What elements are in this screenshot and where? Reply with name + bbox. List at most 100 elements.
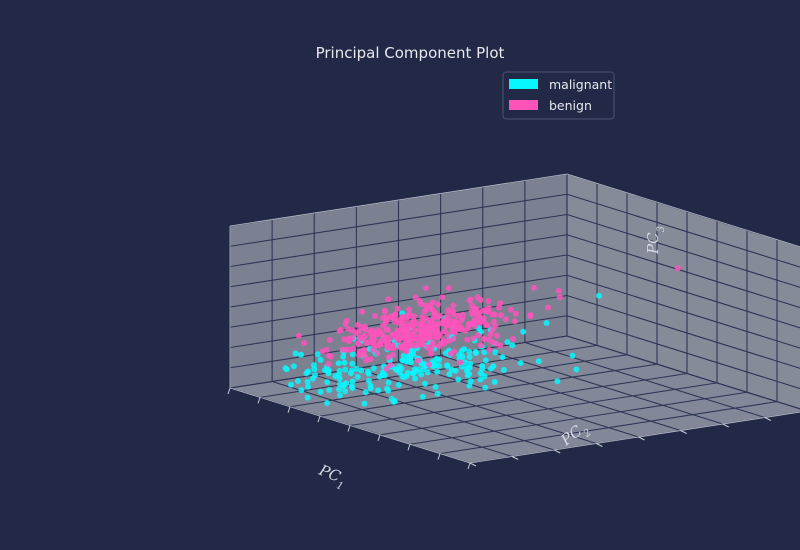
point-benign xyxy=(510,336,516,342)
point-malignant xyxy=(463,367,470,374)
legend-label-malignant: malignant xyxy=(549,77,612,92)
legend-swatch-benign xyxy=(509,100,538,110)
left-grid-line xyxy=(229,234,568,288)
point-benign xyxy=(439,294,446,301)
point-benign xyxy=(410,317,417,324)
scatter-points xyxy=(282,265,681,407)
axis-tick xyxy=(722,423,729,428)
point-benign xyxy=(454,312,461,319)
point-malignant xyxy=(399,373,406,380)
point-benign xyxy=(319,348,326,355)
point-benign xyxy=(450,335,457,342)
point-malignant xyxy=(419,393,426,400)
point-malignant xyxy=(317,388,324,395)
point-malignant xyxy=(335,371,342,378)
point-malignant xyxy=(349,378,356,385)
point-malignant xyxy=(354,373,361,380)
point-benign xyxy=(399,313,406,320)
point-benign xyxy=(477,319,484,326)
point-malignant xyxy=(311,366,318,373)
point-malignant xyxy=(341,359,348,366)
point-benign xyxy=(355,341,362,347)
point-malignant xyxy=(499,354,506,361)
point-benign xyxy=(497,312,504,319)
point-malignant xyxy=(554,378,561,385)
point-benign xyxy=(387,362,394,369)
floor-grid-line xyxy=(356,367,597,445)
point-benign xyxy=(484,308,491,315)
axis-tick xyxy=(317,415,321,423)
point-benign xyxy=(411,327,418,334)
point-benign xyxy=(411,342,418,349)
point-benign xyxy=(467,296,474,303)
point-malignant xyxy=(487,365,494,372)
point-malignant xyxy=(392,366,399,373)
point-malignant xyxy=(509,342,516,349)
axis-tick xyxy=(469,462,477,467)
point-benign xyxy=(438,340,445,347)
back-grid-line xyxy=(566,193,800,268)
point-malignant xyxy=(434,390,441,397)
point-benign xyxy=(301,340,308,347)
point-benign xyxy=(385,354,392,361)
axis-tick xyxy=(347,425,351,432)
point-malignant xyxy=(500,366,507,373)
point-benign xyxy=(341,336,348,343)
point-benign xyxy=(420,330,427,336)
point-malignant xyxy=(298,387,305,394)
point-benign xyxy=(430,324,437,331)
point-benign xyxy=(383,317,390,324)
point-benign xyxy=(391,311,398,318)
point-benign xyxy=(412,294,419,301)
point-malignant xyxy=(317,356,324,363)
point-benign xyxy=(352,330,359,337)
point-benign xyxy=(490,318,497,325)
point-benign xyxy=(354,322,361,328)
point-malignant xyxy=(413,368,420,375)
point-malignant xyxy=(342,366,349,373)
point-malignant xyxy=(398,365,405,372)
point-malignant xyxy=(303,370,310,377)
point-benign xyxy=(477,342,484,349)
left-grid-line xyxy=(229,254,568,308)
point-malignant xyxy=(358,367,365,374)
point-benign xyxy=(406,306,413,313)
point-malignant xyxy=(336,386,343,393)
point-malignant xyxy=(448,366,455,373)
point-benign xyxy=(476,314,483,321)
point-benign xyxy=(395,337,402,344)
point-malignant xyxy=(348,370,354,377)
axis-tick xyxy=(596,443,603,447)
point-benign xyxy=(394,305,401,312)
point-benign xyxy=(416,321,422,328)
point-malignant xyxy=(362,389,369,396)
point-malignant xyxy=(283,366,290,373)
point-benign xyxy=(494,332,500,339)
point-malignant xyxy=(444,363,451,370)
point-benign xyxy=(382,308,389,315)
point-benign xyxy=(345,338,352,345)
point-malignant xyxy=(385,387,392,394)
point-benign xyxy=(555,287,562,294)
point-benign xyxy=(361,333,368,340)
point-malignant xyxy=(477,376,484,383)
point-benign xyxy=(380,322,386,329)
point-malignant xyxy=(535,358,542,365)
point-benign xyxy=(356,349,363,356)
point-benign xyxy=(512,310,519,317)
point-benign xyxy=(502,316,509,323)
point-benign xyxy=(427,350,434,357)
point-benign xyxy=(374,350,381,357)
z-axis-label: PC3 xyxy=(644,226,667,255)
point-malignant xyxy=(325,370,332,377)
point-malignant xyxy=(353,365,360,372)
point-benign xyxy=(431,310,438,317)
axis-tick xyxy=(437,453,441,460)
point-benign xyxy=(531,284,537,291)
point-malignant xyxy=(481,349,488,356)
point-benign xyxy=(400,344,407,351)
point-malignant xyxy=(361,400,368,407)
point-benign xyxy=(326,336,333,343)
point-benign xyxy=(445,285,452,292)
